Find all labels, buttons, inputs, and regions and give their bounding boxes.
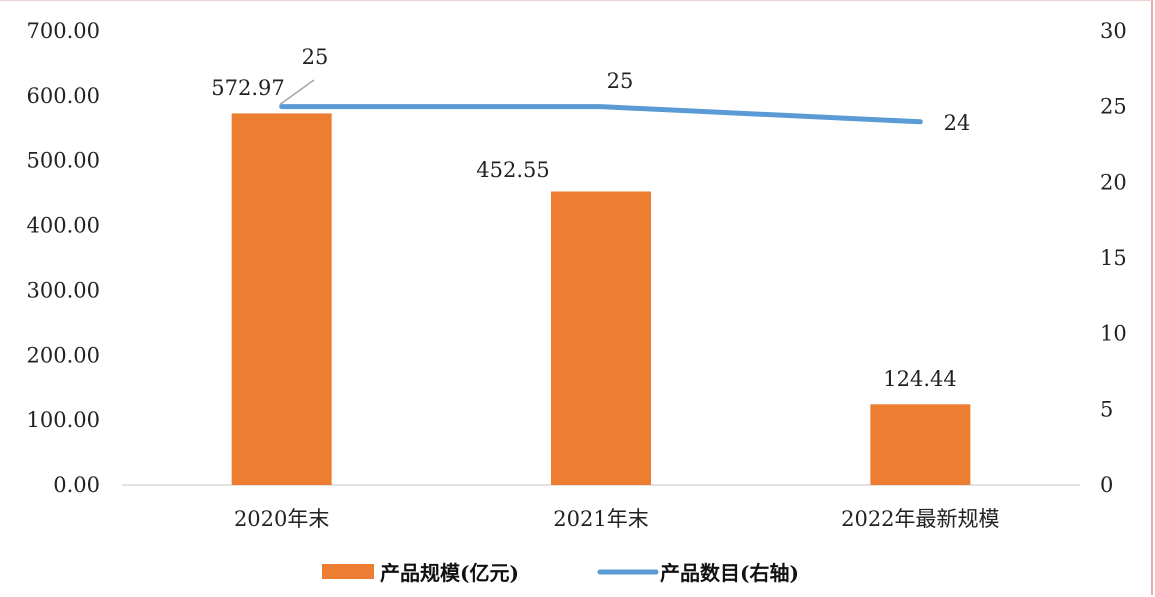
bar [870,404,971,485]
right-axis-tick-label: 0 [1100,473,1113,497]
bar-data-label: 124.44 [883,367,956,391]
bar [231,113,332,485]
series-line [279,104,923,125]
line-data-label: 25 [607,69,634,93]
left-axis-tick-label: 200.00 [27,343,100,367]
right-axis-tick-label: 20 [1100,170,1127,194]
left-axis-tick-label: 600.00 [27,84,100,108]
right-axis-tick-label: 30 [1100,19,1127,43]
right-axis-tick-label: 15 [1100,246,1127,270]
left-axis-tick-label: 100.00 [27,408,100,432]
legend-bar-label: 产品规模(亿元) [380,561,519,585]
bar [551,191,651,485]
legend-bar-swatch [322,564,374,579]
bar-data-label: 452.55 [476,158,549,182]
x-axis-category-label: 2021年末 [553,507,648,531]
right-axis-tick-label: 25 [1100,95,1127,119]
x-axis-category-label: 2022年最新规模 [841,507,999,531]
bar-data-label: 572.97 [211,76,284,100]
left-axis-tick-label: 700.00 [27,19,100,43]
left-axis-tick-label: 400.00 [27,214,100,238]
right-axis-tick-label: 10 [1100,322,1127,346]
line-data-label: 24 [944,111,971,135]
legend-line-label: 产品数目(右轴) [660,561,799,585]
left-axis-tick-label: 0.00 [53,473,100,497]
label-leader-line [279,79,315,106]
left-axis-tick-label: 300.00 [27,278,100,302]
x-axis-category-label: 2020年末 [234,507,329,531]
right-axis-tick-label: 5 [1100,397,1113,421]
left-axis-tick-label: 500.00 [27,149,100,173]
line-data-label: 25 [302,45,329,69]
